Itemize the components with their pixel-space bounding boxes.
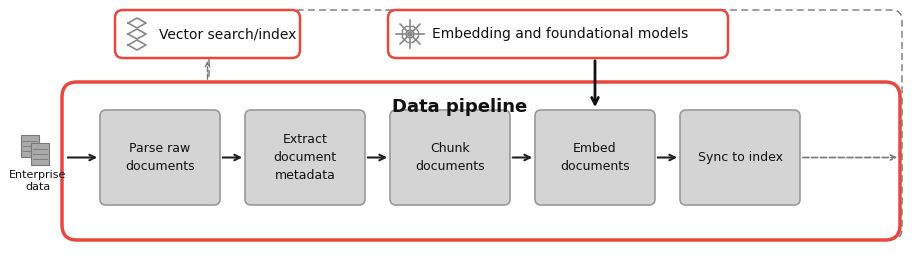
FancyBboxPatch shape — [388, 10, 728, 58]
FancyBboxPatch shape — [62, 82, 900, 240]
FancyBboxPatch shape — [31, 143, 49, 165]
FancyBboxPatch shape — [100, 110, 220, 205]
Text: Data pipeline: Data pipeline — [392, 98, 528, 116]
Text: Chunk
documents: Chunk documents — [415, 142, 485, 173]
Text: Sync to index: Sync to index — [698, 151, 782, 164]
FancyBboxPatch shape — [390, 110, 510, 205]
Text: Enterprise
data: Enterprise data — [9, 170, 67, 192]
FancyBboxPatch shape — [680, 110, 800, 205]
FancyBboxPatch shape — [535, 110, 655, 205]
Text: Embedding and foundational models: Embedding and foundational models — [432, 27, 688, 41]
Text: Parse raw
documents: Parse raw documents — [125, 142, 195, 173]
Text: Extract
document
metadata: Extract document metadata — [274, 133, 336, 182]
Text: Embed
documents: Embed documents — [561, 142, 630, 173]
Text: Vector search/index: Vector search/index — [159, 27, 296, 41]
FancyBboxPatch shape — [115, 10, 300, 58]
FancyBboxPatch shape — [245, 110, 365, 205]
FancyBboxPatch shape — [21, 135, 39, 157]
